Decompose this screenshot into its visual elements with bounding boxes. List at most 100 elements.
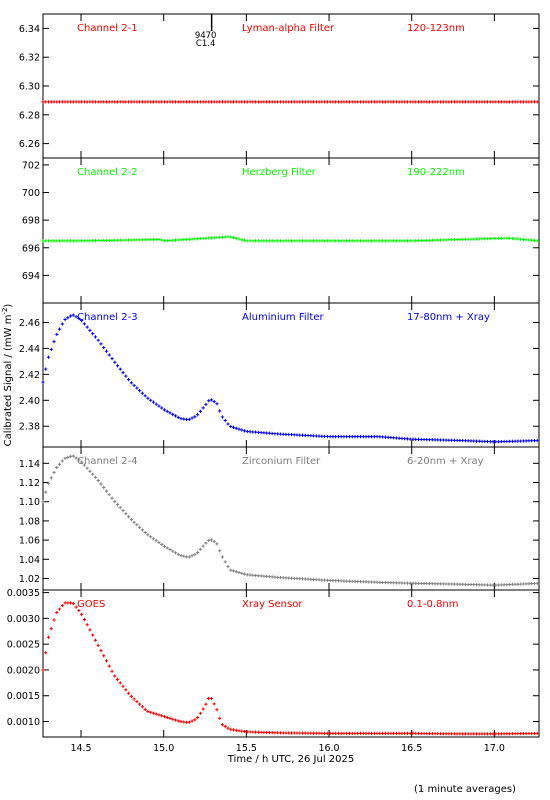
data-point bbox=[52, 239, 56, 243]
data-point bbox=[361, 239, 365, 243]
data-point bbox=[182, 100, 186, 104]
data-point bbox=[378, 100, 382, 104]
data-point bbox=[93, 335, 98, 339]
data-point bbox=[138, 238, 142, 242]
data-point bbox=[386, 435, 390, 439]
data-point bbox=[519, 439, 523, 443]
data-point bbox=[262, 730, 266, 734]
data-point bbox=[350, 731, 354, 735]
data-point bbox=[187, 555, 191, 559]
data-point bbox=[491, 440, 495, 444]
data-point bbox=[146, 238, 150, 242]
data-point bbox=[444, 100, 448, 104]
data-point bbox=[463, 237, 468, 241]
data-point bbox=[513, 582, 517, 586]
data-point bbox=[63, 317, 67, 322]
data-point bbox=[474, 583, 479, 587]
data-point bbox=[524, 439, 528, 443]
data-point bbox=[74, 456, 78, 460]
data-point bbox=[85, 623, 89, 627]
data-point bbox=[292, 576, 296, 580]
data-point bbox=[510, 582, 514, 587]
data-point bbox=[60, 100, 64, 104]
data-point bbox=[124, 374, 128, 378]
data-point bbox=[353, 579, 357, 584]
y-tick-label: 2.40 bbox=[19, 396, 40, 407]
data-point bbox=[265, 239, 269, 243]
data-point bbox=[323, 239, 327, 243]
data-point bbox=[438, 100, 443, 104]
data-point bbox=[118, 681, 122, 685]
data-point bbox=[149, 238, 153, 242]
data-point bbox=[245, 100, 249, 104]
data-point bbox=[491, 732, 495, 736]
data-point bbox=[273, 239, 277, 243]
x-tick-label: 17.0 bbox=[484, 743, 505, 754]
data-point bbox=[212, 399, 216, 404]
data-point bbox=[121, 100, 125, 104]
data-point bbox=[160, 542, 164, 547]
data-point bbox=[110, 496, 114, 500]
data-point bbox=[535, 438, 539, 443]
data-point bbox=[510, 100, 514, 104]
data-point bbox=[63, 100, 67, 104]
y-tick-label: 1.08 bbox=[19, 516, 40, 527]
data-point bbox=[149, 398, 153, 402]
data-point bbox=[314, 578, 318, 582]
data-point bbox=[345, 579, 349, 583]
data-point bbox=[220, 723, 225, 727]
data-point bbox=[347, 579, 352, 583]
data-point bbox=[251, 239, 255, 243]
data-point bbox=[513, 732, 517, 736]
data-point bbox=[510, 236, 514, 241]
data-point bbox=[223, 235, 227, 239]
data-point bbox=[270, 239, 274, 243]
data-point bbox=[93, 100, 98, 104]
data-point bbox=[455, 582, 459, 586]
data-point bbox=[80, 612, 84, 616]
data-point bbox=[392, 581, 396, 585]
data-point bbox=[49, 100, 53, 104]
data-point bbox=[513, 237, 517, 241]
data-point bbox=[182, 237, 186, 242]
data-point bbox=[176, 238, 180, 242]
data-point bbox=[46, 481, 51, 485]
data-point bbox=[430, 238, 434, 242]
data-point bbox=[132, 520, 136, 524]
data-point bbox=[49, 476, 53, 480]
data-point bbox=[364, 100, 368, 104]
data-point bbox=[96, 478, 100, 483]
data-point bbox=[60, 603, 64, 608]
data-point bbox=[151, 237, 156, 242]
data-point bbox=[400, 100, 404, 104]
filter-label: Xray Sensor bbox=[242, 599, 303, 610]
data-point bbox=[364, 239, 368, 243]
data-point bbox=[248, 730, 252, 734]
data-point bbox=[309, 434, 313, 438]
data-point bbox=[463, 582, 468, 586]
data-point bbox=[157, 404, 161, 408]
data-point bbox=[204, 702, 208, 706]
data-point bbox=[334, 435, 338, 439]
data-point bbox=[124, 688, 128, 692]
data-point bbox=[80, 100, 84, 104]
data-point bbox=[334, 239, 338, 243]
data-point bbox=[488, 732, 492, 736]
data-point bbox=[530, 238, 534, 242]
data-point bbox=[477, 583, 481, 587]
data-point bbox=[118, 238, 122, 242]
data-point bbox=[383, 580, 387, 585]
y-tick-label: 1.12 bbox=[19, 478, 40, 489]
data-point bbox=[521, 731, 526, 736]
data-point bbox=[397, 731, 401, 735]
data-point bbox=[527, 238, 531, 242]
data-point bbox=[450, 582, 454, 586]
data-point bbox=[234, 570, 238, 574]
data-point bbox=[71, 313, 75, 317]
data-point bbox=[126, 100, 131, 104]
data-point bbox=[336, 579, 341, 583]
data-point bbox=[162, 715, 167, 719]
data-point bbox=[44, 367, 48, 371]
data-point bbox=[96, 100, 100, 104]
data-point bbox=[226, 235, 230, 239]
